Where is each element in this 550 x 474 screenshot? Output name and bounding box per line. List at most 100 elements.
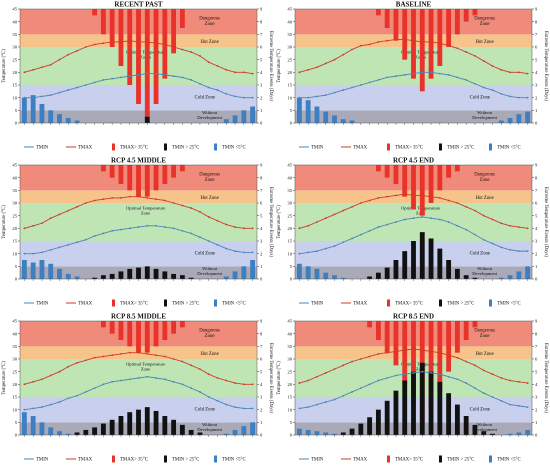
zone-label-cold: Cold Zone bbox=[195, 408, 215, 413]
point-tmax bbox=[430, 350, 432, 353]
bar-tmax-over-35 bbox=[144, 321, 150, 353]
y2-tick-label: 5 bbox=[260, 369, 263, 374]
bar-tmin-under-5 bbox=[250, 260, 256, 279]
point-tmin bbox=[307, 251, 310, 254]
point-tmax bbox=[67, 365, 70, 368]
point-tmax bbox=[403, 349, 406, 352]
point-tmin bbox=[93, 235, 96, 237]
point-tmin bbox=[67, 243, 70, 246]
point-tmax bbox=[120, 197, 122, 199]
point-tmin bbox=[324, 247, 327, 250]
point-tmax bbox=[500, 222, 503, 225]
bar-tmin-under-5 bbox=[332, 275, 337, 279]
point-tmax bbox=[447, 354, 450, 357]
bar-tmin-under-5 bbox=[223, 119, 229, 123]
point-tmax bbox=[23, 383, 26, 386]
y-tick-label: 15 bbox=[12, 395, 17, 400]
y-tick-label: 35 bbox=[287, 188, 292, 193]
bar-tmax-over-35 bbox=[375, 9, 381, 16]
point-tmax bbox=[128, 351, 131, 354]
bar-tmax-over-35 bbox=[437, 165, 443, 191]
bar-tmin-over-25 bbox=[74, 432, 80, 435]
y2-tick-label: 6 bbox=[535, 357, 538, 362]
y2-axis-title: Extreme Temperature Events (Days) bbox=[543, 343, 548, 413]
legend-swatch-bar bbox=[439, 299, 442, 307]
point-tmax bbox=[242, 227, 245, 230]
bar-tmin-over-25 bbox=[197, 432, 203, 435]
y2-tick-label: 1 bbox=[535, 108, 538, 113]
y2-tick-label: 4 bbox=[260, 226, 263, 231]
zone-label-hot: Hot Zone bbox=[200, 352, 218, 357]
y2-tick-label: 6 bbox=[535, 201, 538, 206]
y-axis-title: Temperature (°C) bbox=[2, 361, 7, 395]
point-tmin bbox=[120, 76, 122, 79]
y-tick-label: 30 bbox=[287, 357, 292, 362]
point-tmax bbox=[342, 209, 345, 212]
bar-tmax-over-35 bbox=[411, 9, 416, 79]
y-tick-label: 45 bbox=[287, 319, 292, 324]
point-tmax bbox=[298, 227, 301, 230]
bar-tmin-over-25 bbox=[375, 409, 381, 435]
legend-label: TMIN bbox=[311, 458, 324, 463]
point-tmin bbox=[509, 95, 511, 98]
legend-label: TMIN bbox=[36, 146, 49, 151]
point-tmax bbox=[242, 71, 245, 74]
legend-label: TMIN > 25°C bbox=[447, 458, 474, 463]
point-tmin bbox=[333, 245, 336, 247]
y-tick-label: 0 bbox=[290, 277, 293, 282]
point-tmax bbox=[225, 223, 228, 226]
bar-tmax-over-35 bbox=[419, 165, 425, 216]
point-tmax bbox=[155, 198, 157, 201]
point-tmin bbox=[102, 79, 105, 81]
point-tmax bbox=[386, 351, 389, 354]
point-tmax bbox=[67, 209, 70, 212]
point-tmax bbox=[93, 356, 96, 359]
bar-tmax-over-35 bbox=[100, 9, 106, 35]
legend-swatch-bar bbox=[439, 455, 442, 463]
bar-tmax-over-35 bbox=[179, 321, 185, 328]
point-tmin bbox=[76, 86, 78, 89]
point-tmax bbox=[368, 355, 371, 358]
point-tmax bbox=[199, 54, 201, 57]
panel-title: BASELINE bbox=[396, 1, 432, 9]
zone-label-cold: Cold Zone bbox=[470, 408, 490, 413]
zone-band-cold bbox=[295, 85, 532, 111]
point-tmax bbox=[199, 210, 201, 213]
point-tmax bbox=[23, 227, 26, 230]
point-tmin bbox=[225, 247, 228, 250]
point-tmax bbox=[500, 68, 503, 71]
y-tick-label: 10 bbox=[287, 407, 292, 412]
bar-tmin-over-25 bbox=[179, 275, 185, 279]
point-tmax bbox=[181, 204, 184, 207]
point-tmax bbox=[234, 71, 236, 74]
y2-tick-label: 1 bbox=[260, 420, 263, 425]
point-tmax bbox=[482, 60, 485, 62]
point-tmin bbox=[207, 396, 210, 398]
point-tmax bbox=[49, 374, 52, 377]
bar-tmin-over-25 bbox=[490, 433, 495, 435]
bar-tmin-under-5 bbox=[57, 268, 62, 279]
point-tmin bbox=[412, 372, 415, 374]
y2-tick-label: 7 bbox=[260, 188, 263, 193]
legend-swatch-bar bbox=[164, 143, 167, 151]
point-tmax bbox=[58, 370, 61, 373]
bar-tmax-over-35 bbox=[136, 321, 141, 353]
bar-tmin-under-5 bbox=[232, 429, 238, 435]
point-tmax bbox=[41, 66, 43, 69]
zone-label-dangerous: Dangerous Zone bbox=[199, 173, 220, 183]
legend-label: TMAX bbox=[78, 146, 93, 151]
y-tick-label: 10 bbox=[12, 251, 17, 256]
point-tmax bbox=[403, 193, 406, 196]
point-tmax bbox=[482, 369, 485, 372]
point-tmax bbox=[49, 63, 52, 66]
point-tmax bbox=[58, 213, 61, 216]
bar-tmax-over-35 bbox=[118, 321, 124, 340]
y2-tick-label: 4 bbox=[260, 70, 263, 75]
point-tmax bbox=[146, 41, 149, 43]
point-tmax bbox=[430, 41, 432, 43]
y-axis-title: Temperature (°C) bbox=[277, 49, 282, 83]
point-tmax bbox=[316, 66, 318, 69]
